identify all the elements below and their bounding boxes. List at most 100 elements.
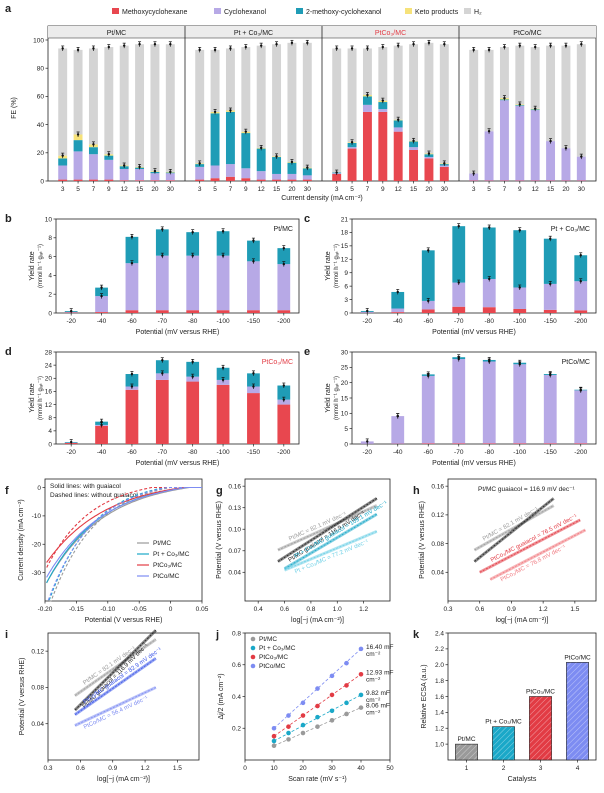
panel-h-y-tick-label: 0.12 — [431, 512, 444, 519]
panel-label-e: e — [304, 346, 310, 358]
panel-a-bar-methoxy-cyclohexanol — [256, 148, 266, 172]
panel-a-bar-methoxycyclohexane — [347, 148, 357, 181]
panel-d-bar-methoxy-cyclohexanol — [155, 360, 169, 374]
panel-h-annotation: Pt/MC guaiacol = 116.9 mV dec⁻¹ — [478, 486, 576, 493]
legend-swatch-h2 — [464, 8, 471, 14]
panel-a-product-error-dot — [198, 162, 201, 165]
panel-a-bar-h2 — [302, 42, 312, 168]
panel-a-x-tick-label: 5 — [213, 186, 217, 193]
panel-c-bar-methoxy-cyclohexanol — [574, 255, 588, 282]
panel-a-h2-error-dot — [335, 47, 338, 50]
panel-j-point — [358, 646, 364, 652]
panel-d-xlabel: Potential (mV versus RHE) — [136, 460, 220, 467]
panel-d-y-tick-label: 12 — [45, 402, 53, 409]
panel-j-point — [329, 708, 335, 714]
panel-k-x-tick-label: 3 — [539, 765, 543, 772]
panel-h-fit-line — [474, 505, 554, 551]
panel-b-bar-cyclohexanol — [277, 264, 291, 311]
panel-b-mid-error-dot — [161, 254, 164, 257]
panel-a-x-tick-label: 3 — [61, 186, 65, 193]
panel-j-point — [300, 713, 306, 718]
panel-a-bar-h2 — [135, 44, 145, 167]
panel-i-x-tick-label: 0.9 — [108, 765, 117, 772]
panel-a-bar-methoxy-cyclohexanol — [272, 157, 282, 174]
panel-j-point — [315, 703, 320, 709]
panel-d-yunit: (mmol h⁻¹ gⱼₐₜ⁻¹) — [38, 376, 44, 420]
panel-a-bar-cyclohexanol — [561, 148, 571, 181]
panel-h-y-tick-label: 0.08 — [431, 541, 444, 548]
panel-e-total-error-dot — [366, 440, 369, 443]
panel-a-bar-methoxycyclohexane — [393, 131, 403, 181]
panel-a-bar-h2 — [210, 49, 220, 112]
panel-c-x-tick-label: -200 — [574, 318, 587, 325]
panel-e-bar-methoxycyclohexane — [543, 443, 557, 444]
panel-j-point — [300, 730, 306, 736]
panel-a-x-tick-label: 12 — [532, 186, 540, 193]
panel-a-bar-methoxy-cyclohexanol — [104, 155, 114, 160]
panel-e-mid-error-dot — [579, 389, 582, 392]
panel-a-bar-cyclohexanol — [484, 131, 494, 181]
panel-c-mid-error-dot — [518, 286, 521, 289]
panel-j-legend-label: PtCo₃/MC — [259, 654, 288, 661]
panel-c-xlabel: Potential (mV versus RHE) — [432, 329, 516, 336]
panel-a-h2-error-dot — [92, 47, 95, 50]
panel-a-x-tick-label: 5 — [76, 186, 80, 193]
panel-a-x-tick-label: 7 — [366, 186, 370, 193]
panel-c-mid-error-dot — [579, 280, 582, 283]
panel-a-x-tick-label: 15 — [547, 186, 555, 193]
panel-f-x-tick-label: -0.05 — [132, 606, 147, 613]
panel-a-h2-error-dot — [229, 47, 232, 50]
panel-f-note: Solid lines: with guaiacol — [50, 483, 121, 490]
panel-a-x-tick-label: 30 — [304, 186, 312, 193]
panel-a-bar-h2 — [515, 45, 525, 105]
panel-c-x-tick-label: -60 — [424, 318, 434, 325]
panel-a-product-error-dot — [549, 139, 552, 143]
panel-h-xlabel: log[−j (mA cm⁻²)] — [496, 617, 549, 624]
panel-a-bar-h2 — [332, 48, 342, 173]
panel-e-bar-cyclohexanol — [421, 375, 435, 444]
panel-j-point — [329, 718, 335, 723]
panel-j-x-tick-label: 20 — [299, 765, 307, 772]
panel-a-bar-h2 — [241, 47, 251, 132]
panel-a-bar-h2 — [272, 44, 282, 157]
panel-c-ylabel: Yield rate — [325, 251, 332, 280]
panel-a-x-tick-label: 20 — [288, 186, 296, 193]
panel-a-product-error-dot — [518, 103, 522, 106]
panel-label-i: i — [5, 629, 8, 641]
panel-g-y-tick-label: 0.13 — [228, 505, 241, 512]
panel-a-bar-cyclohexanol — [150, 173, 160, 181]
panel-a-x-tick-label: 9 — [381, 186, 385, 193]
panel-b-bar-methoxy-cyclohexanol — [155, 229, 169, 256]
panel-a-bar-h2 — [362, 48, 372, 95]
legend-label-h2: H₂ — [474, 9, 482, 16]
panel-a-x-tick-label: 30 — [578, 186, 586, 193]
panel-c-bar-methoxy-cyclohexanol — [543, 238, 557, 284]
panel-e-mid-error-dot — [427, 374, 430, 378]
panel-a-h2-error-dot — [107, 45, 111, 49]
panel-j-y-tick-label: 0.8 — [232, 630, 241, 637]
panel-a-bar-cyclohexanol — [347, 147, 357, 149]
panel-d-y-tick-label: 4 — [48, 428, 52, 435]
legend-label-methoxy: Methoxycyclohexane — [122, 9, 187, 16]
panel-j-legend-marker — [250, 654, 256, 660]
panel-e-x-tick-label: -200 — [574, 449, 587, 456]
panel-k-y-tick-label: 1.2 — [435, 726, 444, 733]
panel-e-y-tick-label: 15 — [341, 395, 349, 402]
panel-a-x-tick-label: 12 — [258, 186, 266, 193]
panel-j-point — [329, 673, 335, 679]
panel-b-mid-error-dot — [252, 260, 255, 263]
panel-d-mid-error-dot — [130, 385, 134, 388]
panel-b-total-error-dot — [221, 230, 225, 233]
panel-a-bar-h2 — [58, 48, 68, 156]
panel-j-point — [358, 671, 364, 677]
panel-b-bar-methoxy-cyclohexanol — [125, 236, 139, 264]
panel-a-group-header — [48, 26, 185, 38]
panel-a-bar-cyclohexanol — [225, 164, 235, 177]
panel-a-product-error-dot — [153, 169, 157, 173]
panel-j-point — [286, 737, 291, 742]
panel-c-y-tick-label: 18 — [341, 230, 349, 237]
panel-a-bar-methoxycyclohexane — [104, 179, 114, 181]
panel-f-curve-solid — [46, 486, 202, 578]
panel-a-bar-cyclohexanol — [499, 100, 509, 181]
panel-c-y-tick-label: 0 — [344, 310, 348, 317]
